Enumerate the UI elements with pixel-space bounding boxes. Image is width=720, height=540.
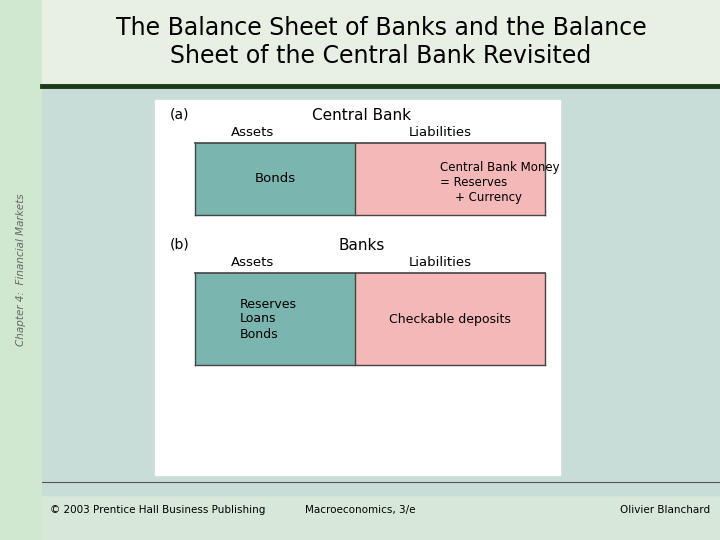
Text: The Balance Sheet of Banks and the Balance
Sheet of the Central Bank Revisited: The Balance Sheet of Banks and the Balan… <box>116 16 647 68</box>
Bar <box>355 273 545 365</box>
Bar <box>355 143 545 215</box>
Text: Liabilities: Liabilities <box>408 255 472 268</box>
Text: © 2003 Prentice Hall Business Publishing: © 2003 Prentice Hall Business Publishing <box>50 505 266 515</box>
Bar <box>42 86 720 495</box>
Bar <box>155 100 560 475</box>
Bar <box>195 273 355 365</box>
Text: Macroeconomics, 3/e: Macroeconomics, 3/e <box>305 505 415 515</box>
Text: Banks: Banks <box>339 238 385 253</box>
Text: (b): (b) <box>170 238 190 252</box>
Text: Assets: Assets <box>231 255 274 268</box>
Bar <box>195 143 355 215</box>
Text: Bonds: Bonds <box>254 172 296 186</box>
Text: Chapter 4:  Financial Markets: Chapter 4: Financial Markets <box>16 194 26 346</box>
Bar <box>0 0 42 540</box>
Text: Central Bank: Central Bank <box>312 107 412 123</box>
Text: Reserves
Loans
Bonds: Reserves Loans Bonds <box>240 298 297 341</box>
Text: Liabilities: Liabilities <box>408 125 472 138</box>
Bar <box>42 0 720 85</box>
Text: Central Bank Money
= Reserves
    + Currency: Central Bank Money = Reserves + Currency <box>440 160 559 204</box>
Text: Checkable deposits: Checkable deposits <box>389 313 511 326</box>
Text: (a): (a) <box>170 108 189 122</box>
Text: Assets: Assets <box>231 125 274 138</box>
Text: Olivier Blanchard: Olivier Blanchard <box>620 505 710 515</box>
